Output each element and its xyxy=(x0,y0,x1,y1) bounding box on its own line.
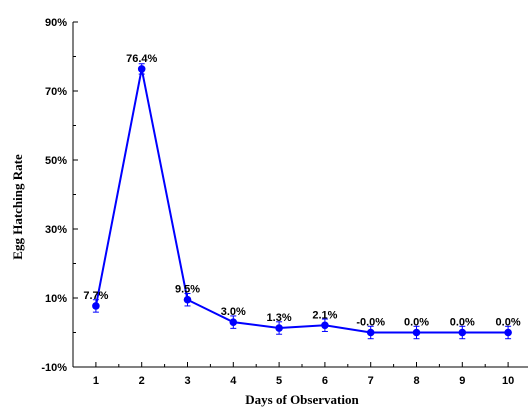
data-point xyxy=(275,324,283,332)
data-point xyxy=(92,302,100,310)
y-tick-label: -10% xyxy=(41,362,67,374)
data-label: 1.3% xyxy=(267,312,292,324)
data-label: 2.1% xyxy=(312,309,337,321)
data-label: 7.7% xyxy=(83,290,108,302)
x-tick-label: 6 xyxy=(322,375,328,387)
data-label: 0.0% xyxy=(450,317,475,329)
x-axis-title: Days of Observation xyxy=(245,392,359,407)
x-axis-ticks: 1 2 3 4 5 6 7 8 9 10 xyxy=(72,362,514,387)
data-point xyxy=(412,328,421,337)
x-tick-label: 3 xyxy=(184,375,190,387)
data-labels: 7.7% 76.4% 9.5% 3.0% 1.3% 2.1% -0.0% 0.0% 0.0% 0.… xyxy=(83,53,520,329)
x-tick-label: 8 xyxy=(413,375,419,387)
data-point xyxy=(183,295,192,304)
series-line xyxy=(94,68,509,334)
y-tick-label: 90% xyxy=(45,17,67,29)
data-label: 0.0% xyxy=(496,317,521,329)
data-label: 0.0% xyxy=(404,317,429,329)
data-label: 9.5% xyxy=(175,284,200,296)
data-label: 3.0% xyxy=(221,306,246,318)
y-tick-label: 10% xyxy=(45,293,67,305)
data-point xyxy=(321,321,329,330)
data-point xyxy=(366,328,375,337)
x-tick-label: 1 xyxy=(93,375,99,387)
data-label: 76.4% xyxy=(126,53,157,65)
data-label: -0.0% xyxy=(356,317,385,329)
y-tick-label: 50% xyxy=(45,155,67,167)
x-tick-label: 2 xyxy=(139,375,145,387)
data-point xyxy=(229,318,238,326)
y-tick-label: 30% xyxy=(45,224,67,236)
data-point xyxy=(458,328,467,337)
y-axis-title: Egg Hatching Rate xyxy=(10,154,25,260)
y-tick-label: 70% xyxy=(45,86,67,98)
x-tick-label: 9 xyxy=(459,375,465,387)
x-tick-label: 5 xyxy=(276,375,282,387)
series-layer xyxy=(92,63,512,340)
y-axis-ticks: -10% 10% 30% 50% 70% 90% xyxy=(41,17,78,374)
data-point xyxy=(504,328,512,337)
data-point xyxy=(137,65,146,73)
x-tick-label: 7 xyxy=(368,375,374,387)
x-tick-label: 10 xyxy=(502,375,514,387)
x-tick-label: 4 xyxy=(230,375,237,387)
